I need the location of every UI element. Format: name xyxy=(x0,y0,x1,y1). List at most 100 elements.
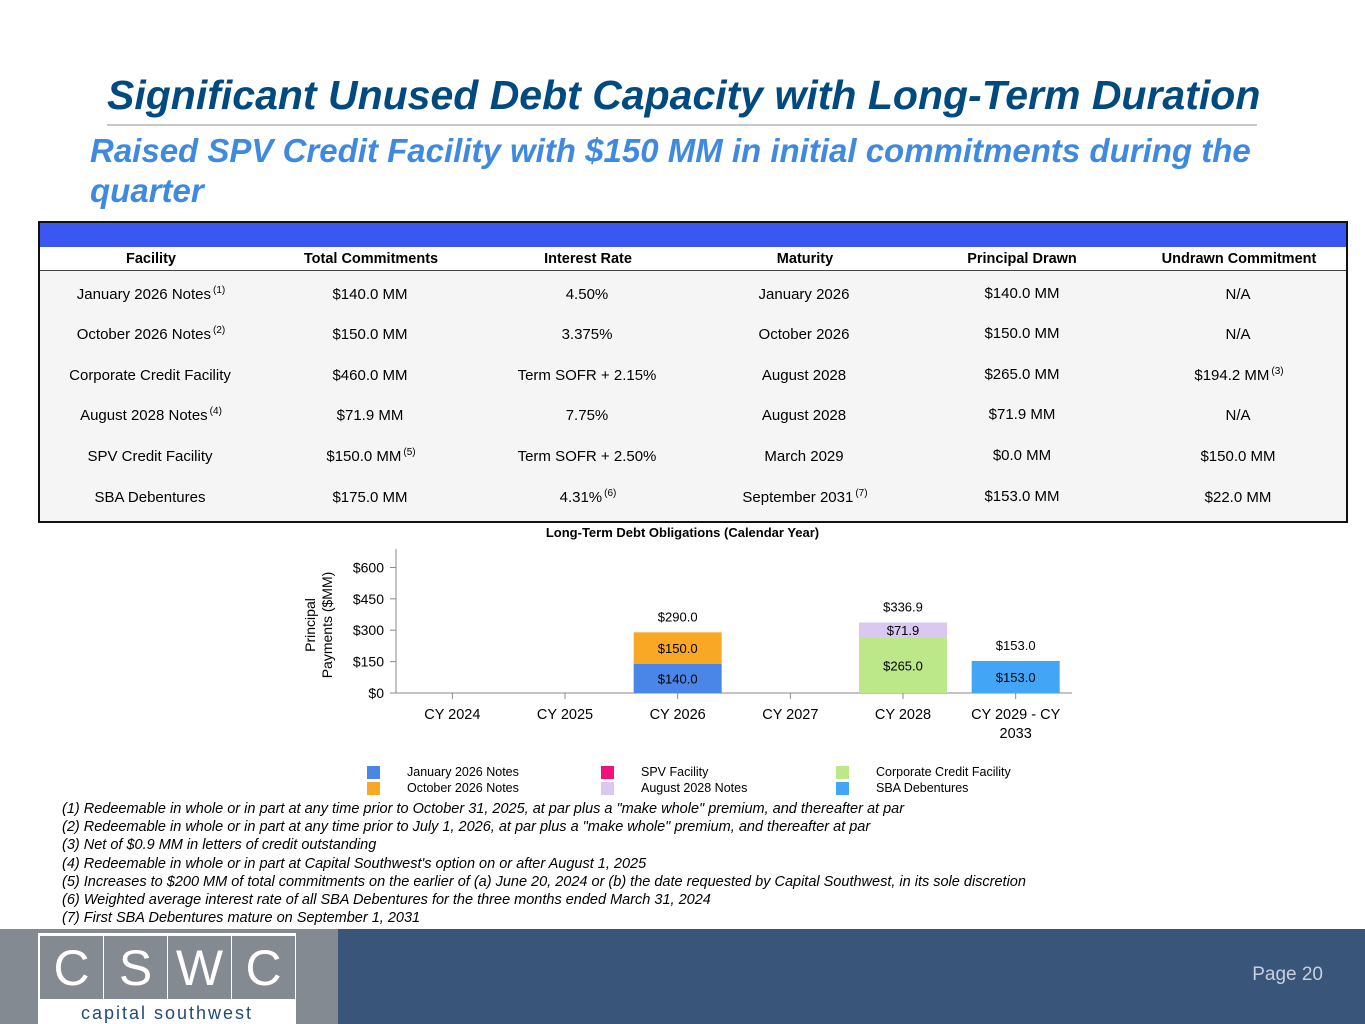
table-cell: August 2028 xyxy=(695,406,915,424)
table-cell: $150.0 MM xyxy=(1129,447,1349,465)
table-cell: Corporate Credit Facility xyxy=(41,366,261,384)
footnote: (5) Increases to $200 MM of total commit… xyxy=(62,873,1026,890)
table-cell: August 2028 Notes (4) xyxy=(41,406,261,424)
cell-value: October 2026 Notes xyxy=(76,326,211,343)
bar-segment xyxy=(971,660,1060,693)
table-cell: $140.0 MM xyxy=(912,285,1132,302)
table-cell: January 2026 Notes (1) xyxy=(41,285,261,303)
table-cell: SBA Debentures xyxy=(41,488,261,506)
cell-value: 4.31% xyxy=(559,489,603,506)
table-cell: Term SOFR + 2.15% xyxy=(478,366,698,384)
bar-segment xyxy=(859,637,947,693)
table-cell: $150.0 MM (5) xyxy=(261,447,481,465)
page-title: Significant Unused Debt Capacity with Lo… xyxy=(107,72,1261,118)
footnote-ref: (4) xyxy=(209,406,222,417)
cell-value: N/A xyxy=(1225,286,1251,303)
column-header: Maturity xyxy=(776,251,834,267)
data-label: $71.9 xyxy=(887,623,920,638)
y-tick-label: $600 xyxy=(353,559,384,575)
legend-swatch xyxy=(836,782,849,795)
debt-facilities-table: Facility Total Commitments Interest Rate Ma… xyxy=(38,221,1348,523)
total-label: $290.0 xyxy=(658,609,698,624)
cell-value: October 2026 xyxy=(758,326,850,343)
x-tick-label: CY 2027 xyxy=(762,707,818,723)
legend-swatch xyxy=(836,766,849,779)
cell-value: September 2031 xyxy=(742,489,854,506)
y-tick-label: $0 xyxy=(368,685,384,701)
footer-logo-panel: C S W C capital southwest xyxy=(0,929,338,1024)
footnote-ref: (7) xyxy=(855,488,868,499)
cell-value: $140.0 MM xyxy=(984,285,1060,302)
column-header: Principal Drawn xyxy=(967,251,1077,267)
data-label: $265.0 xyxy=(883,658,923,673)
table-cell: $71.9 MM xyxy=(261,406,481,424)
total-label: $336.9 xyxy=(883,600,923,615)
total-label: $153.0 xyxy=(996,638,1036,653)
column-header: Facility xyxy=(126,251,176,267)
table-cell: N/A xyxy=(1129,325,1349,343)
table-cell: $22.0 MM xyxy=(1129,488,1349,506)
cell-value: $194.2 MM xyxy=(1194,367,1270,384)
table-cell: 4.31% (6) xyxy=(478,488,698,506)
table-cell: $460.0 MM xyxy=(261,366,481,384)
logo-letter: C xyxy=(232,936,295,999)
logo-letter: W xyxy=(168,936,231,999)
cell-value: Term SOFR + 2.15% xyxy=(517,367,657,384)
company-logo: C S W C capital southwest xyxy=(38,933,296,1024)
table-header-band xyxy=(40,223,1346,247)
table-header-row: Facility Total Commitments Interest Rate Ma… xyxy=(40,247,1346,271)
page-number: Page 20 xyxy=(1252,964,1323,985)
cell-value: $71.9 MM xyxy=(336,407,404,424)
y-axis-label: PrincipalPayments ($MM) xyxy=(302,572,335,679)
cell-value: $265.0 MM xyxy=(984,366,1060,383)
bar-segment xyxy=(859,622,947,638)
footnote: (3) Net of $0.9 MM in letters of credit … xyxy=(62,837,377,854)
table-cell: $194.2 MM (3) xyxy=(1129,366,1349,384)
table-cell: $265.0 MM xyxy=(912,366,1132,383)
table-cell: 4.50% xyxy=(478,285,698,303)
cell-value: January 2026 xyxy=(758,286,850,303)
title-divider xyxy=(107,124,1257,126)
legend-label: SBA Debentures xyxy=(876,781,969,795)
table-cell: 7.75% xyxy=(478,406,698,424)
y-tick-label: $150 xyxy=(353,654,384,670)
cell-value: $150.0 MM xyxy=(326,448,402,465)
x-tick-label: CY 2024 xyxy=(424,707,480,723)
footnote-ref: (3) xyxy=(1271,366,1284,377)
data-label: $153.0 xyxy=(996,670,1036,685)
legend-swatch xyxy=(367,782,380,795)
x-tick-label: CY 2029 - CY 2033 xyxy=(971,707,1061,742)
legend-label: SPV Facility xyxy=(641,765,709,779)
cell-value: $22.0 MM xyxy=(1204,489,1272,506)
debt-obligations-chart: $0 $150 $300 $450 $600 PrincipalPayments ($MM… xyxy=(302,549,1072,742)
logo-letter: C xyxy=(40,936,103,999)
footnote: (1) Redeemable in whole or in part at an… xyxy=(62,801,905,817)
table-cell: August 2028 xyxy=(695,366,915,384)
data-label: $150.0 xyxy=(658,641,698,656)
table-cell: Term SOFR + 2.50% xyxy=(478,447,698,465)
y-tick-label: $450 xyxy=(353,591,384,607)
legend-swatch xyxy=(367,766,380,779)
table-cell: 3.375% xyxy=(478,325,698,343)
footnote-ref: (1) xyxy=(213,285,226,296)
x-tick-label: CY 2026 xyxy=(650,707,706,723)
table-cell: March 2029 xyxy=(695,447,915,465)
cell-value: $175.0 MM xyxy=(332,489,408,506)
column-header: Interest Rate xyxy=(544,251,632,267)
footnote-ref: (5) xyxy=(403,447,416,458)
x-tick-label: CY 2025 xyxy=(537,707,593,723)
page-subtitle: Raised SPV Credit Facility with $150 MM … xyxy=(90,132,1251,209)
table-cell: $71.9 MM xyxy=(912,406,1132,423)
footnote-ref: (6) xyxy=(604,488,617,499)
cell-value: $150.0 MM xyxy=(1200,448,1276,465)
table-cell: January 2026 xyxy=(695,285,915,303)
cell-value: March 2029 xyxy=(764,448,844,465)
legend-swatch xyxy=(601,766,614,779)
table-cell: $150.0 MM xyxy=(261,325,481,343)
cell-value: $0.0 MM xyxy=(992,447,1052,464)
table-cell: $0.0 MM xyxy=(912,447,1132,464)
cell-value: August 2028 xyxy=(761,407,847,424)
table-cell: $140.0 MM xyxy=(261,285,481,303)
cell-value: N/A xyxy=(1225,326,1251,343)
cell-value: August 2028 Notes xyxy=(80,407,208,424)
